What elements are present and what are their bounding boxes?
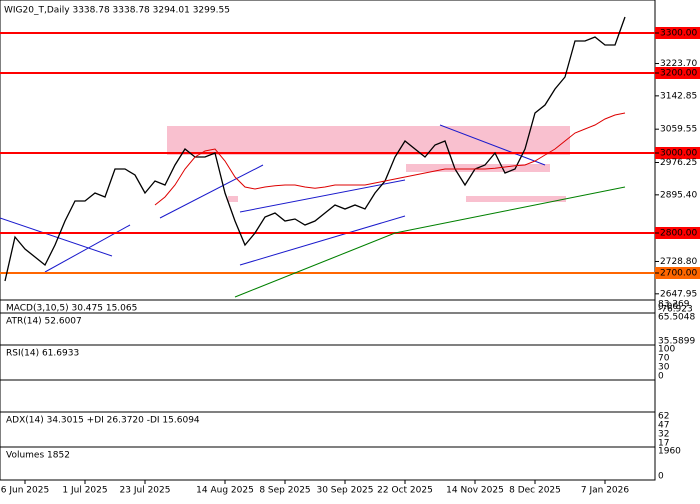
indicator-scale: 17 — [658, 439, 669, 449]
indicator-panel — [0, 344, 656, 381]
y-tick-label: 2647.95 — [660, 289, 697, 299]
indicator-scale: 47 — [658, 421, 669, 431]
indicator-scale: 65.5048 — [658, 313, 695, 323]
tick-label-box — [655, 147, 700, 159]
x-tick-label: 14 Aug 2025 — [196, 486, 254, 496]
x-tick-label: 6 Jun 2025 — [1, 486, 49, 496]
y-tick-label: 3000.00 — [660, 149, 697, 159]
y-tick-label: 2895.40 — [660, 190, 697, 200]
indicator-panel — [0, 312, 656, 346]
indicator-label: MACD(3,10,5) 30.475 15.065 — [6, 304, 137, 314]
indicator-label: ADX(14) 34.3015 +DI 26.3720 -DI 15.6094 — [6, 416, 200, 426]
zone — [167, 126, 570, 155]
series-line — [234, 186, 626, 298]
indicator-label: RSI(14) 61.6933 — [6, 349, 79, 359]
indicator-panel — [0, 446, 656, 481]
indicator-scale: 100 — [658, 345, 675, 355]
tick-label-box — [655, 67, 700, 79]
indicator-label: Volumes 1852 — [6, 451, 70, 461]
x-tick-label: 23 Jul 2025 — [120, 486, 171, 496]
y-tick-label: 3200.00 — [660, 69, 697, 79]
indicator-scale: 70 — [658, 354, 670, 364]
indicator-label: ATR(14) 52.6007 — [6, 317, 82, 327]
y-tick-label: 2800.00 — [660, 229, 697, 239]
indicator-scale: 83.269 — [658, 300, 690, 310]
chart-title: WIG20_T,Daily 3338.78 3338.78 3294.01 32… — [4, 6, 230, 16]
tick-label-box — [655, 27, 700, 39]
y-tick-label: 3059.55 — [660, 125, 697, 135]
indicator-scale: 35.5899 — [658, 337, 695, 347]
x-tick-label: 1 Jul 2025 — [62, 486, 107, 496]
x-tick-label: 8 Dec 2025 — [509, 486, 561, 496]
y-tick-label: 2700.00 — [660, 269, 697, 279]
indicator-scale: 1960 — [658, 447, 681, 457]
y-tick-label: 3300.00 — [660, 29, 697, 39]
series-line — [154, 112, 626, 206]
indicator-scale: 62 — [658, 412, 669, 422]
x-tick-label: 22 Oct 2025 — [377, 486, 433, 496]
y-tick-label: 3223.70 — [660, 59, 697, 69]
y-tick-label: 2976.25 — [660, 158, 697, 168]
y-tick-label: 3142.85 — [660, 91, 697, 101]
plot-frame — [0, 0, 656, 481]
tick-label-box — [655, 267, 700, 279]
indicator-scale: 32 — [658, 430, 669, 440]
indicator-scale: -76.923 — [658, 305, 693, 315]
series-line — [4, 16, 626, 282]
tick-label-box — [655, 227, 700, 239]
x-tick-label: 7 Jan 2026 — [581, 486, 629, 496]
indicator-scale: 0 — [658, 372, 664, 382]
x-tick-label: 14 Nov 2025 — [446, 486, 504, 496]
zone — [466, 196, 566, 202]
indicator-scale: 30 — [658, 363, 670, 373]
x-tick-label: 8 Sep 2025 — [259, 486, 310, 496]
trend-lines — [0, 124, 546, 273]
indicator-scale: 0 — [658, 472, 664, 482]
indicator-scale: 0.00 — [658, 302, 678, 312]
y-tick-label: 2728.80 — [660, 257, 697, 267]
zone — [228, 196, 238, 202]
x-tick-label: 30 Sep 2025 — [316, 486, 373, 496]
indicator-panel — [0, 411, 656, 448]
